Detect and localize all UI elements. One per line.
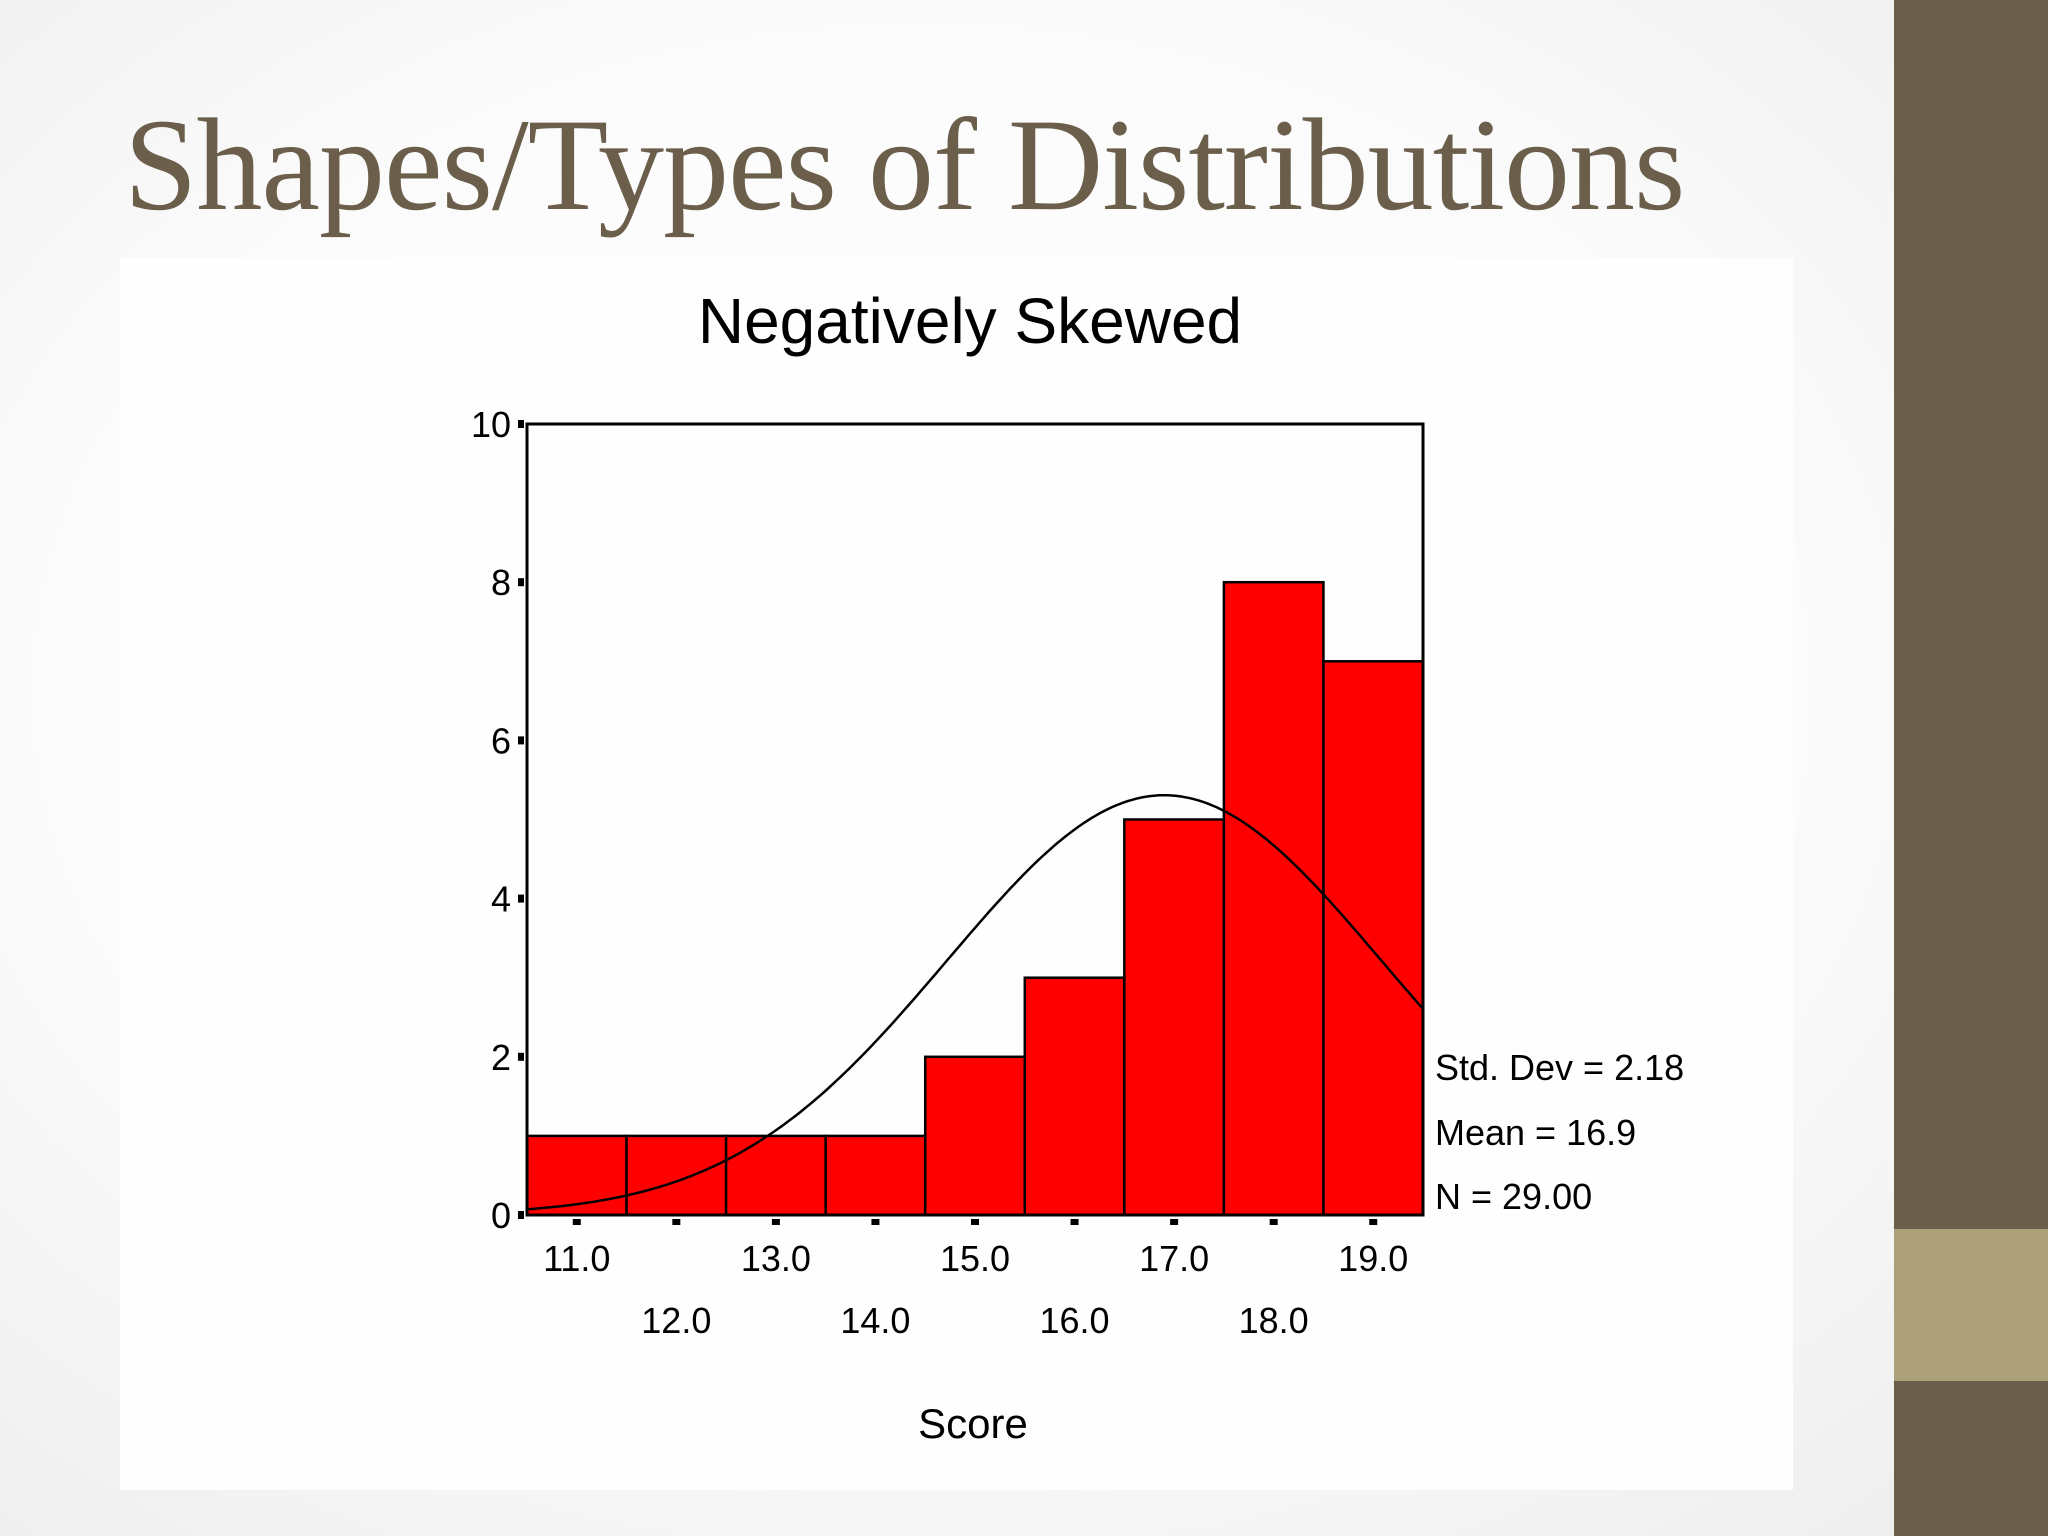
x-tick-label: 16.0	[1040, 1300, 1110, 1341]
x-tick-label: 11.0	[543, 1238, 610, 1279]
y-tick-mark	[518, 1211, 524, 1219]
x-axis-label: Score	[918, 1400, 1028, 1447]
normal-curve-group	[526, 793, 1424, 1211]
x-tick-mark	[771, 1219, 780, 1225]
x-tick-mark	[971, 1219, 979, 1225]
y-tick-label: 4	[491, 879, 511, 920]
x-tick-label: 14.0	[840, 1300, 910, 1341]
x-tick-mark	[1269, 1219, 1278, 1225]
x-tick-label: 13.0	[741, 1238, 811, 1279]
histogram-bar	[1322, 660, 1425, 1217]
x-tick-mark	[1070, 1219, 1079, 1225]
plot-frame	[525, 422, 1425, 1217]
x-tick-label: 12.0	[641, 1300, 711, 1341]
chart-panel: Negatively Skewed 0 2 4 6 8 10 11.0 12.0 13.0 14…	[120, 258, 1793, 1490]
chart-title: Negatively Skewed	[698, 285, 1242, 357]
stat-mean: Mean = 16.9	[1435, 1112, 1636, 1153]
y-axis: 0 2 4 6 8 10	[471, 404, 524, 1236]
y-tick-mark	[518, 420, 524, 428]
histogram-chart: Negatively Skewed 0 2 4 6 8 10 11.0 12.0 13.0 14…	[471, 285, 1684, 1447]
normal-curve	[526, 793, 1424, 1211]
x-tick-mark	[1170, 1219, 1179, 1225]
y-tick-label: 6	[491, 720, 511, 761]
histogram-bar	[625, 1134, 728, 1217]
x-tick-label: 15.0	[940, 1238, 1010, 1279]
side-decoration-accent	[1894, 1229, 2048, 1381]
y-tick-label: 0	[491, 1195, 511, 1236]
x-tick-label: 19.0	[1338, 1238, 1408, 1279]
x-tick-label: 17.0	[1139, 1238, 1209, 1279]
y-tick-label: 10	[471, 404, 511, 445]
histogram-bar	[1123, 818, 1226, 1217]
stat-std-dev: Std. Dev = 2.18	[1435, 1047, 1684, 1088]
y-tick-mark	[518, 1052, 524, 1061]
histogram-bar	[824, 1134, 927, 1217]
x-tick-label: 18.0	[1239, 1300, 1309, 1341]
histogram-bar	[923, 1055, 1027, 1217]
histogram-bar	[724, 1134, 827, 1217]
stat-n: N = 29.00	[1435, 1176, 1592, 1217]
x-tick-mark	[1369, 1219, 1378, 1225]
y-tick-label: 2	[491, 1037, 511, 1078]
y-tick-label: 8	[491, 562, 511, 603]
x-tick-mark	[572, 1219, 581, 1225]
x-tick-mark	[672, 1219, 681, 1225]
x-axis: 11.0 12.0 13.0 14.0 15.0 16.0 17.0 18.0 19.0	[543, 1219, 1408, 1341]
y-tick-mark	[518, 894, 524, 903]
histogram-bar	[525, 1134, 628, 1217]
histogram-bar	[1222, 580, 1325, 1217]
histogram-bar	[1023, 976, 1126, 1217]
y-tick-mark	[518, 736, 524, 745]
slide-title: Shapes/Types of Distributions	[124, 91, 1685, 238]
x-tick-mark	[871, 1219, 880, 1225]
y-tick-mark	[518, 578, 524, 587]
bars-group	[525, 580, 1425, 1217]
